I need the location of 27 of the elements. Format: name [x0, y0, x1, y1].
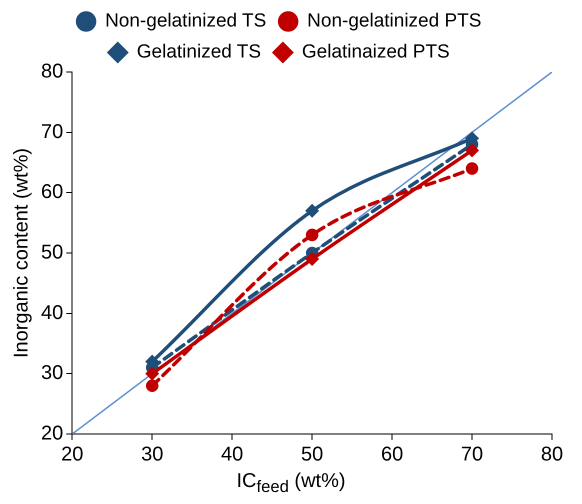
- y-tick-label: 80: [40, 60, 64, 83]
- legend-label: Gelatinized TS: [136, 42, 262, 63]
- y-tick-label: 20: [40, 422, 64, 445]
- x-tick-label: 60: [380, 444, 404, 466]
- x-axis-title: IC$_{feed}$ (wt%): [235, 470, 347, 497]
- point: [466, 162, 478, 175]
- y-tick-label: 60: [40, 181, 64, 204]
- point: [306, 252, 318, 266]
- legend-label: Gelatinaized PTS: [302, 42, 450, 63]
- point: [146, 379, 158, 392]
- x-tick-label: 80: [540, 444, 564, 466]
- x-tick-label: 40: [221, 444, 244, 466]
- y-tick-label: 40: [40, 302, 64, 324]
- point: [306, 228, 318, 242]
- x-tick-label: 20: [61, 444, 84, 466]
- y-tick-label: 30: [40, 362, 64, 384]
- y-axis-title: Inorganic content (wt%): [10, 148, 33, 358]
- legend-label: Non-gelatinized TS: [105, 10, 266, 32]
- y-tick-label: 50: [40, 242, 64, 264]
- x-tick-label: 70: [460, 444, 484, 466]
- y-tick-label: 70: [40, 120, 64, 143]
- point: [306, 204, 318, 218]
- x-tick-label: 50: [301, 444, 324, 466]
- legend-label: Non-gelatinized PTS: [307, 10, 482, 32]
- x-tick-label: 30: [141, 444, 164, 466]
- point: [466, 144, 478, 157]
- point: [146, 367, 158, 380]
